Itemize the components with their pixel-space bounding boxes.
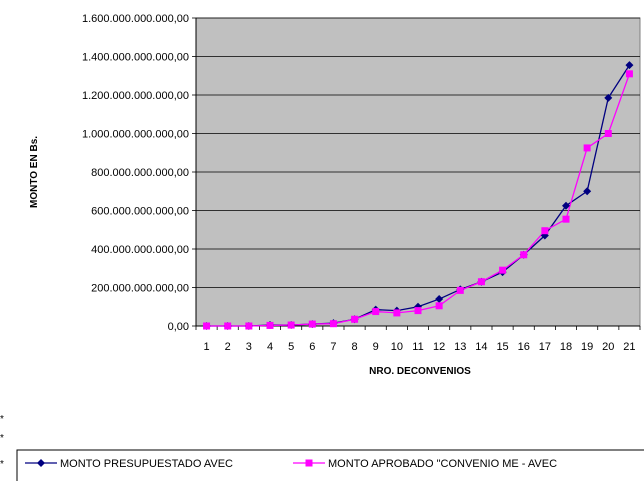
y-axis-title: MONTO EN Bs.	[29, 136, 40, 208]
data-point-square	[414, 307, 422, 315]
data-point-square	[604, 130, 612, 137]
margin-mark: *	[0, 433, 4, 444]
data-point-square	[224, 322, 232, 330]
data-point-square	[625, 70, 633, 78]
data-point-diamond	[604, 93, 613, 102]
data-point-square	[562, 215, 570, 223]
data-point-diamond	[562, 201, 570, 210]
x-tick-label: 1	[204, 341, 210, 353]
y-tick-label: 1.200.000.000.000,00	[82, 90, 189, 102]
data-point-square	[372, 308, 380, 316]
x-tick-label: 11	[412, 341, 423, 353]
data-point-square	[245, 322, 253, 330]
x-tick-label: 7	[330, 341, 336, 353]
series-markers	[202, 61, 634, 330]
x-tick-label: 6	[309, 341, 315, 353]
x-tick-label: 5	[288, 341, 294, 353]
margin-mark: *	[0, 459, 4, 470]
data-point-square	[477, 278, 485, 286]
data-point-square	[456, 286, 464, 294]
y-tick-label: 800.000.000.000,00	[91, 167, 189, 179]
data-point-square	[541, 227, 549, 235]
x-tick-label: 16	[518, 341, 530, 353]
x-tick-label: 20	[602, 341, 614, 353]
data-point-square	[499, 266, 507, 274]
x-tick-label: 9	[373, 341, 379, 353]
legend: MONTO PRESUPUESTADO AVEC MONTO APROBADO …	[16, 449, 644, 481]
data-point-diamond	[583, 187, 592, 196]
data-point-square	[520, 251, 528, 259]
data-point-diamond	[435, 295, 444, 304]
y-tick-label: 0,00	[168, 321, 189, 333]
y-tick-label: 600.000.000.000,00	[91, 206, 189, 218]
data-point-square	[308, 320, 316, 328]
x-tick-label: 8	[352, 341, 358, 353]
x-tick-label: 10	[391, 341, 403, 353]
x-axis: 1 2 3 4 5 6 7 8 9 10 11 12 13 14 15 16 17 18 19 20 21	[195, 325, 641, 353]
y-tick-label: 1.400.000.000.000,00	[82, 52, 189, 64]
data-point-diamond	[625, 61, 634, 70]
x-tick-label: 18	[560, 341, 572, 353]
legend-marker-diamond	[37, 459, 45, 467]
y-tick-label: 1.000.000.000.000,00	[82, 129, 189, 141]
y-tick-label: 1.600.000.000.000,00	[82, 13, 189, 25]
data-point-square	[266, 321, 274, 329]
data-point-square	[203, 322, 211, 330]
x-tick-label: 14	[475, 341, 487, 353]
x-tick-label: 2	[225, 341, 231, 353]
x-tick-label: 19	[581, 341, 593, 353]
data-point-square	[329, 320, 337, 328]
legend-marker-square	[305, 459, 313, 467]
data-point-square	[435, 302, 443, 310]
data-point-square	[287, 321, 295, 329]
legend-label-presupuestado: MONTO PRESUPUESTADO AVEC	[60, 458, 233, 470]
data-point-square	[583, 144, 591, 152]
x-axis-title: NRO. DECONVENIOS	[369, 366, 471, 377]
y-tick-label: 400.000.000.000,00	[91, 244, 189, 256]
x-tick-label: 3	[246, 341, 252, 353]
data-point-square	[393, 309, 401, 317]
margin-mark: *	[0, 414, 4, 425]
legend-label-aprobado: MONTO APROBADO "CONVENIO ME - AVEC	[328, 458, 557, 470]
y-tick-label: 200.000.000.000,00	[91, 283, 189, 295]
legend-box	[16, 449, 644, 481]
x-tick-label: 21	[623, 341, 635, 353]
x-tick-label: 13	[454, 341, 466, 353]
x-tick-label: 4	[267, 341, 273, 353]
x-tick-label: 17	[539, 341, 551, 353]
x-tick-label: 12	[433, 341, 445, 353]
data-point-square	[351, 315, 359, 323]
y-axis: 0,00 200.000.000.000,00 400.000.000.000,00…	[82, 13, 197, 333]
x-tick-label: 15	[496, 341, 508, 353]
